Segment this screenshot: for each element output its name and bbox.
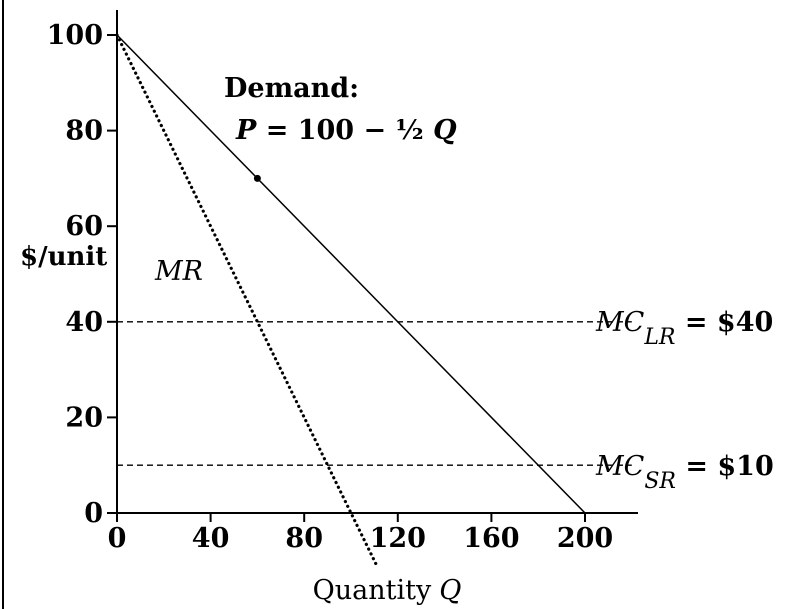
y-tick-label: 60 xyxy=(65,211,103,242)
demand-eq-var-q: Q xyxy=(433,115,457,146)
mc-lr-value: = $40 xyxy=(676,307,774,338)
y-tick-label: 80 xyxy=(65,116,103,147)
y-tick-label: 100 xyxy=(47,20,103,51)
x-tick-label: 40 xyxy=(192,523,230,554)
demand-eq-middle: = 100 − ½ xyxy=(256,115,433,146)
x-tick-label: 120 xyxy=(370,523,426,554)
mc-sr-value: = $10 xyxy=(676,451,774,482)
mc-sr-label: MCSR = $10 xyxy=(595,451,774,494)
demand-equation-annotation: P = 100 − ½ Q xyxy=(235,115,457,146)
series-line-demand xyxy=(116,34,586,514)
x-axis-label-var: Q xyxy=(439,575,461,606)
x-tick-label: 80 xyxy=(285,523,323,554)
y-tick-label: 40 xyxy=(65,307,103,338)
y-tick-label: 0 xyxy=(84,498,103,529)
x-tick-label: 160 xyxy=(463,523,519,554)
demand-title-annotation: Demand: xyxy=(224,73,359,104)
x-tick-label: 0 xyxy=(108,523,127,554)
lines-layer xyxy=(115,33,632,568)
mc-sr-subscript: SR xyxy=(644,469,676,494)
mc-lr-label: MCLR = $40 xyxy=(595,307,773,350)
mc-lr-subscript: LR xyxy=(643,325,675,350)
y-axis-label: $/unit xyxy=(20,242,107,272)
y-tick-label: 20 xyxy=(65,402,103,433)
series-line-mr xyxy=(115,33,379,568)
mr-series-label: MR xyxy=(154,256,203,287)
x-axis-label-text: Quantity xyxy=(313,575,432,606)
demand-point-marker xyxy=(253,174,261,182)
x-tick-label: 200 xyxy=(557,523,613,554)
demand-eq-var-p: P xyxy=(235,115,257,146)
ticks-layer: 0 20 40 60 80 100 0 40 80 120 160 200 xyxy=(47,20,614,554)
x-axis-label: Quantity Q xyxy=(313,575,462,606)
mc-lr-main: MC xyxy=(595,307,645,338)
mc-sr-main: MC xyxy=(595,451,645,482)
